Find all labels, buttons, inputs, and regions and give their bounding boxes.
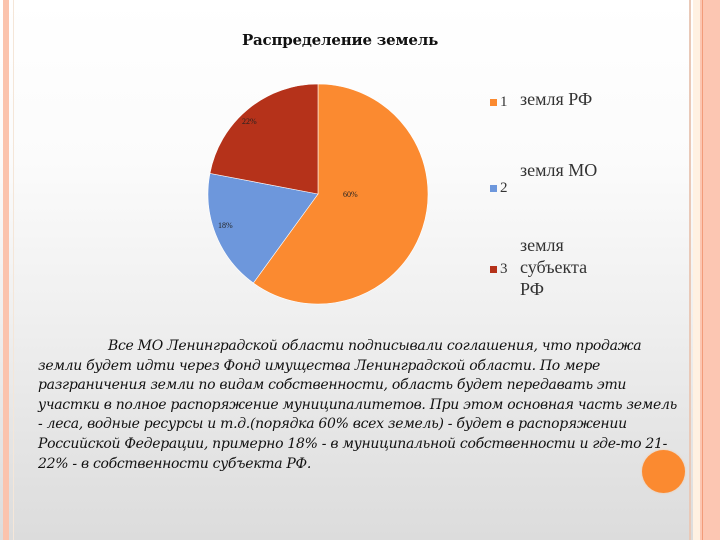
frame-right-accent	[702, 0, 703, 540]
pie-label-60: 60%	[343, 190, 358, 199]
decorative-orange-dot	[642, 450, 685, 493]
frame-right-line	[689, 0, 691, 540]
legend-num-1: 1	[500, 94, 508, 110]
frame-left-bar	[3, 0, 9, 540]
pie-svg	[207, 83, 429, 305]
body-paragraph: Все МО Ленинградской области подписывали…	[38, 338, 677, 472]
chart-title: Распределение земель	[241, 31, 439, 49]
legend-num-2: 2	[500, 180, 508, 196]
pie-slice-subject	[209, 83, 319, 195]
legend-item-1: 1 земля РФ	[490, 89, 592, 110]
pie-slice-rf	[252, 83, 429, 305]
frame-right-cream	[693, 0, 700, 540]
legend-swatch-2	[490, 185, 497, 192]
legend-item-3: 3 земля субъекта РФ	[490, 235, 610, 300]
pie-label-22: 22%	[242, 117, 257, 126]
pie-label-18: 18%	[218, 221, 233, 230]
pie-chart: 22% 60% 18%	[206, 82, 430, 311]
legend-item-2: 2 земля МО	[490, 160, 597, 196]
legend-label-2: земля МО	[520, 160, 598, 180]
legend-label-1: земля РФ	[520, 89, 593, 109]
pie-slice-mo	[207, 173, 319, 284]
legend-label-3: земля субъекта РФ	[520, 235, 588, 299]
legend-swatch-1	[490, 99, 497, 106]
legend-swatch-3	[490, 266, 497, 273]
legend-num-3: 3	[500, 261, 508, 277]
frame-right-bar	[700, 0, 720, 540]
frame-left-line	[13, 0, 14, 540]
